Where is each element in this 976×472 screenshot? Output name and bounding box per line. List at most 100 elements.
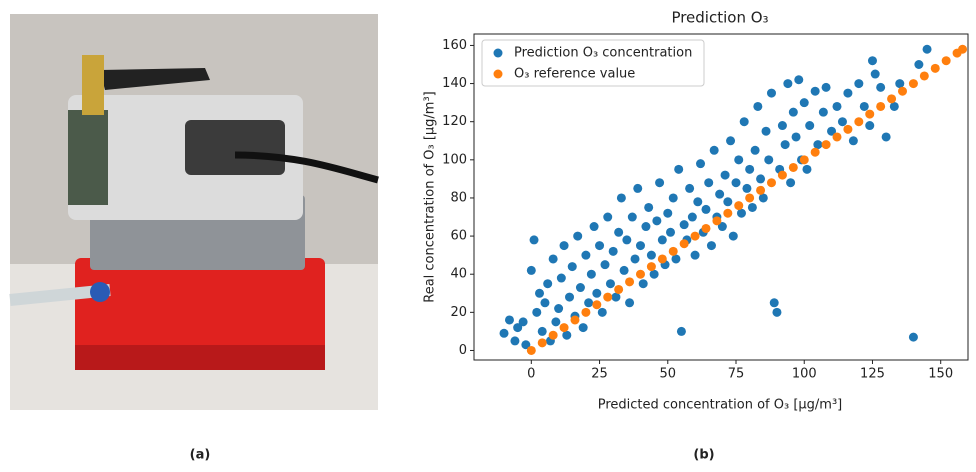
point xyxy=(652,216,662,226)
point xyxy=(922,44,932,54)
point xyxy=(573,231,583,241)
point xyxy=(747,202,757,212)
point xyxy=(908,79,918,89)
point xyxy=(745,164,755,174)
point xyxy=(788,162,798,172)
point xyxy=(668,193,678,203)
x-tick-label: 50 xyxy=(660,367,677,382)
x-tick-label: 125 xyxy=(860,367,885,382)
point xyxy=(769,298,779,308)
point xyxy=(930,63,940,73)
y-tick-label: 60 xyxy=(450,229,467,244)
point xyxy=(646,250,656,260)
y-tick-label: 80 xyxy=(450,190,467,205)
point xyxy=(843,124,853,134)
point xyxy=(663,208,673,218)
point xyxy=(914,60,924,70)
point xyxy=(761,126,771,136)
point xyxy=(548,254,558,264)
legend-label: O₃ reference value xyxy=(514,67,635,82)
x-tick-label: 0 xyxy=(527,367,535,382)
point xyxy=(772,307,782,317)
point xyxy=(603,212,613,222)
point xyxy=(704,178,714,188)
x-tick-label: 25 xyxy=(591,367,608,382)
point xyxy=(690,250,700,260)
point xyxy=(668,246,678,256)
point xyxy=(575,283,585,293)
point xyxy=(537,338,547,348)
point xyxy=(876,82,886,92)
x-tick-label: 150 xyxy=(928,367,953,382)
point xyxy=(595,241,605,251)
point xyxy=(504,315,514,325)
point xyxy=(625,298,635,308)
point xyxy=(843,88,853,98)
point xyxy=(750,145,760,155)
legend-marker xyxy=(493,48,503,58)
point xyxy=(608,246,618,256)
point xyxy=(821,82,831,92)
point xyxy=(614,284,624,294)
point xyxy=(854,117,864,127)
point xyxy=(605,279,615,289)
point xyxy=(559,323,569,333)
point xyxy=(734,155,744,165)
point xyxy=(712,216,722,226)
y-tick-label: 20 xyxy=(450,305,467,320)
point xyxy=(567,262,577,272)
point xyxy=(526,265,536,275)
point xyxy=(622,235,632,245)
point xyxy=(788,107,798,117)
x-tick-label: 100 xyxy=(792,367,817,382)
y-axis-label: Real concentration of O₃ [µg/m³] xyxy=(423,91,438,303)
point xyxy=(687,212,697,222)
point xyxy=(646,262,656,272)
legend-marker xyxy=(493,69,503,79)
point xyxy=(753,101,763,111)
x-axis-label: Predicted concentration of O₃ [µg/m³] xyxy=(598,398,843,413)
point xyxy=(854,79,864,89)
point xyxy=(619,265,629,275)
point xyxy=(832,132,842,142)
point xyxy=(794,75,804,85)
point xyxy=(739,117,749,127)
point xyxy=(723,208,733,218)
point xyxy=(777,170,787,180)
point xyxy=(802,164,812,174)
point xyxy=(644,202,654,212)
point xyxy=(641,222,651,232)
point xyxy=(679,220,689,230)
point xyxy=(766,178,776,188)
point xyxy=(589,222,599,232)
point xyxy=(887,94,897,104)
point xyxy=(586,269,596,279)
point xyxy=(745,193,755,203)
legend-label: Prediction O₃ concentration xyxy=(514,46,692,61)
point xyxy=(592,300,602,310)
point xyxy=(635,269,645,279)
point xyxy=(723,197,733,207)
point xyxy=(881,132,891,142)
point xyxy=(581,250,591,260)
point xyxy=(543,279,553,289)
y-tick-label: 100 xyxy=(442,152,467,167)
point xyxy=(614,227,624,237)
point xyxy=(655,178,665,188)
point xyxy=(521,340,531,350)
point xyxy=(731,178,741,188)
point xyxy=(786,178,796,188)
point xyxy=(638,279,648,289)
point xyxy=(715,189,725,199)
point xyxy=(837,117,847,127)
point xyxy=(783,79,793,89)
point xyxy=(859,101,869,111)
point xyxy=(693,197,703,207)
point xyxy=(720,170,730,180)
point xyxy=(799,155,809,165)
y-tick-label: 40 xyxy=(450,267,467,282)
point xyxy=(736,208,746,218)
point xyxy=(696,159,706,169)
point xyxy=(728,231,738,241)
